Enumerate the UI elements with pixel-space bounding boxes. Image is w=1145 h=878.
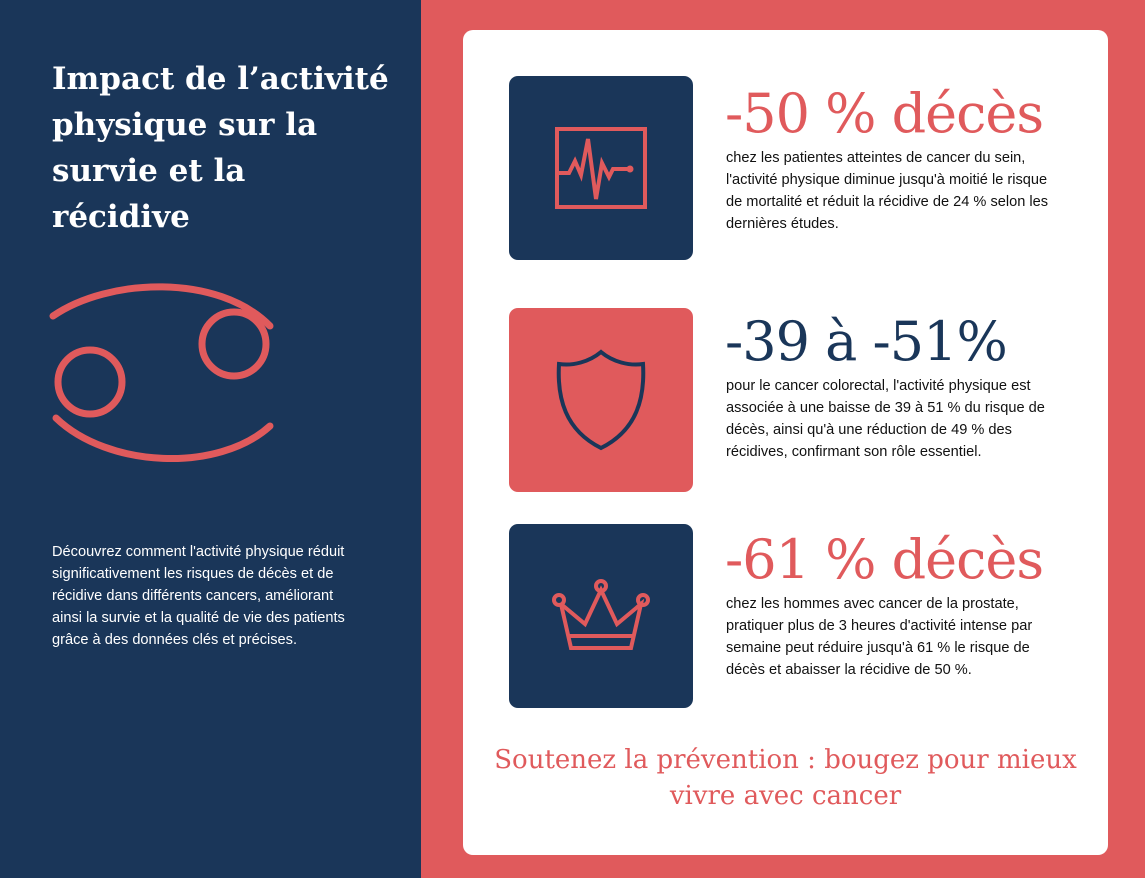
stat-icon-box — [509, 308, 693, 492]
stat-headline: -39 à -51% — [725, 310, 1008, 373]
intro-text: Découvrez comment l'activité physique ré… — [52, 544, 345, 648]
cancer-zodiac-icon — [49, 283, 274, 462]
call-to-action: Soutenez la prévention : bougez pour mie… — [494, 745, 1077, 811]
page-title: Impact de l’activité physique sur la sur… — [52, 61, 389, 235]
crown-icon — [552, 579, 650, 650]
stat-text: chez les patientes atteintes de cancer d… — [726, 150, 1049, 232]
stat-icon-box — [509, 524, 693, 708]
stat-headline: -50 % décès — [725, 82, 1044, 145]
stat-text: pour le cancer colorectal, l'activité ph… — [726, 378, 1045, 460]
stat-headline: -61 % décès — [725, 528, 1044, 591]
heartbeat-monitor-icon — [555, 127, 647, 209]
stats-card: -50 % décès chez les patientes atteintes… — [463, 30, 1108, 855]
shield-icon — [556, 349, 646, 451]
stat-icon-box — [509, 76, 693, 260]
left-panel: Impact de l’activité physique sur la sur… — [0, 0, 421, 878]
stat-text: chez les hommes avec cancer de la prosta… — [726, 596, 1033, 678]
